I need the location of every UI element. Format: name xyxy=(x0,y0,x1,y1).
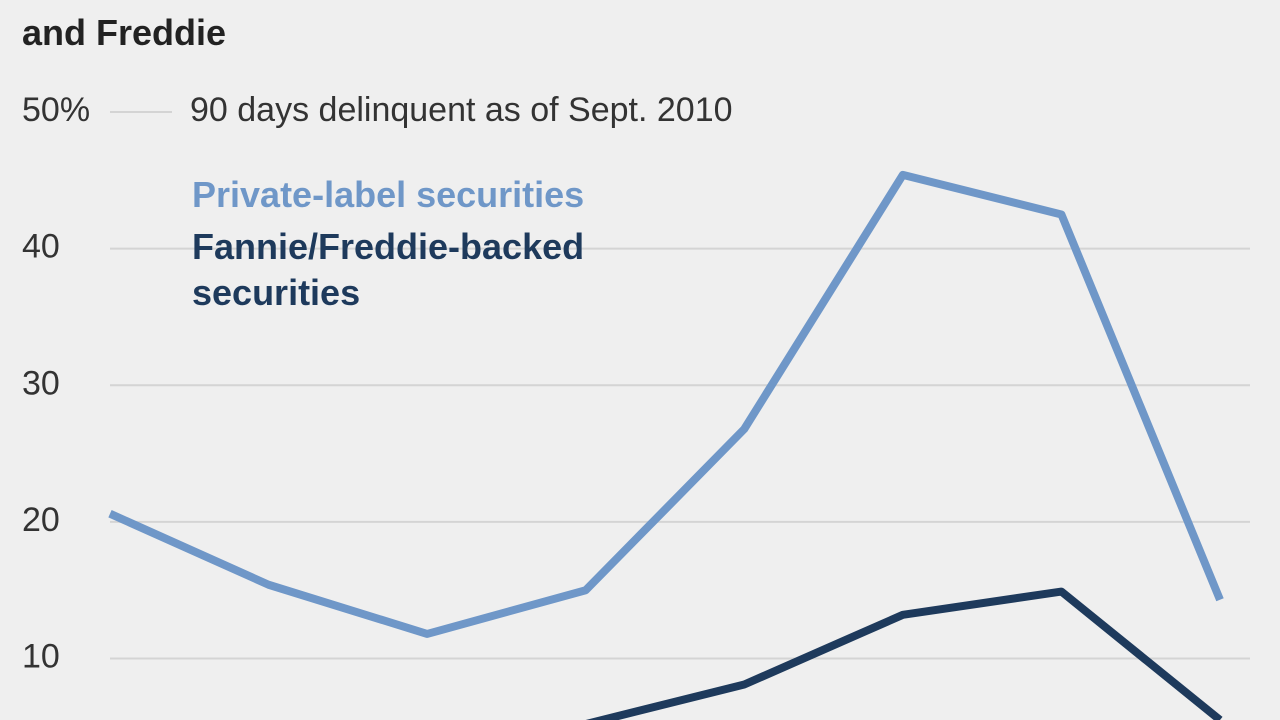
series-line xyxy=(108,170,1224,638)
y-tick-label: 20 xyxy=(22,501,60,539)
y-tick-label: 30 xyxy=(22,364,60,402)
annotation: 90 days delinquent as of Sept. 2010 xyxy=(190,91,733,129)
y-tick-label: 10 xyxy=(22,638,60,676)
y-tick-label: 40 xyxy=(22,228,60,266)
legend-fannie: Fannie/Freddie-backed securities xyxy=(192,226,585,313)
chart-title: and Freddie xyxy=(22,12,227,53)
legend-private: Private-label securities xyxy=(192,174,585,215)
series-line xyxy=(585,587,1223,720)
y-tick-label: 50% xyxy=(22,91,90,129)
